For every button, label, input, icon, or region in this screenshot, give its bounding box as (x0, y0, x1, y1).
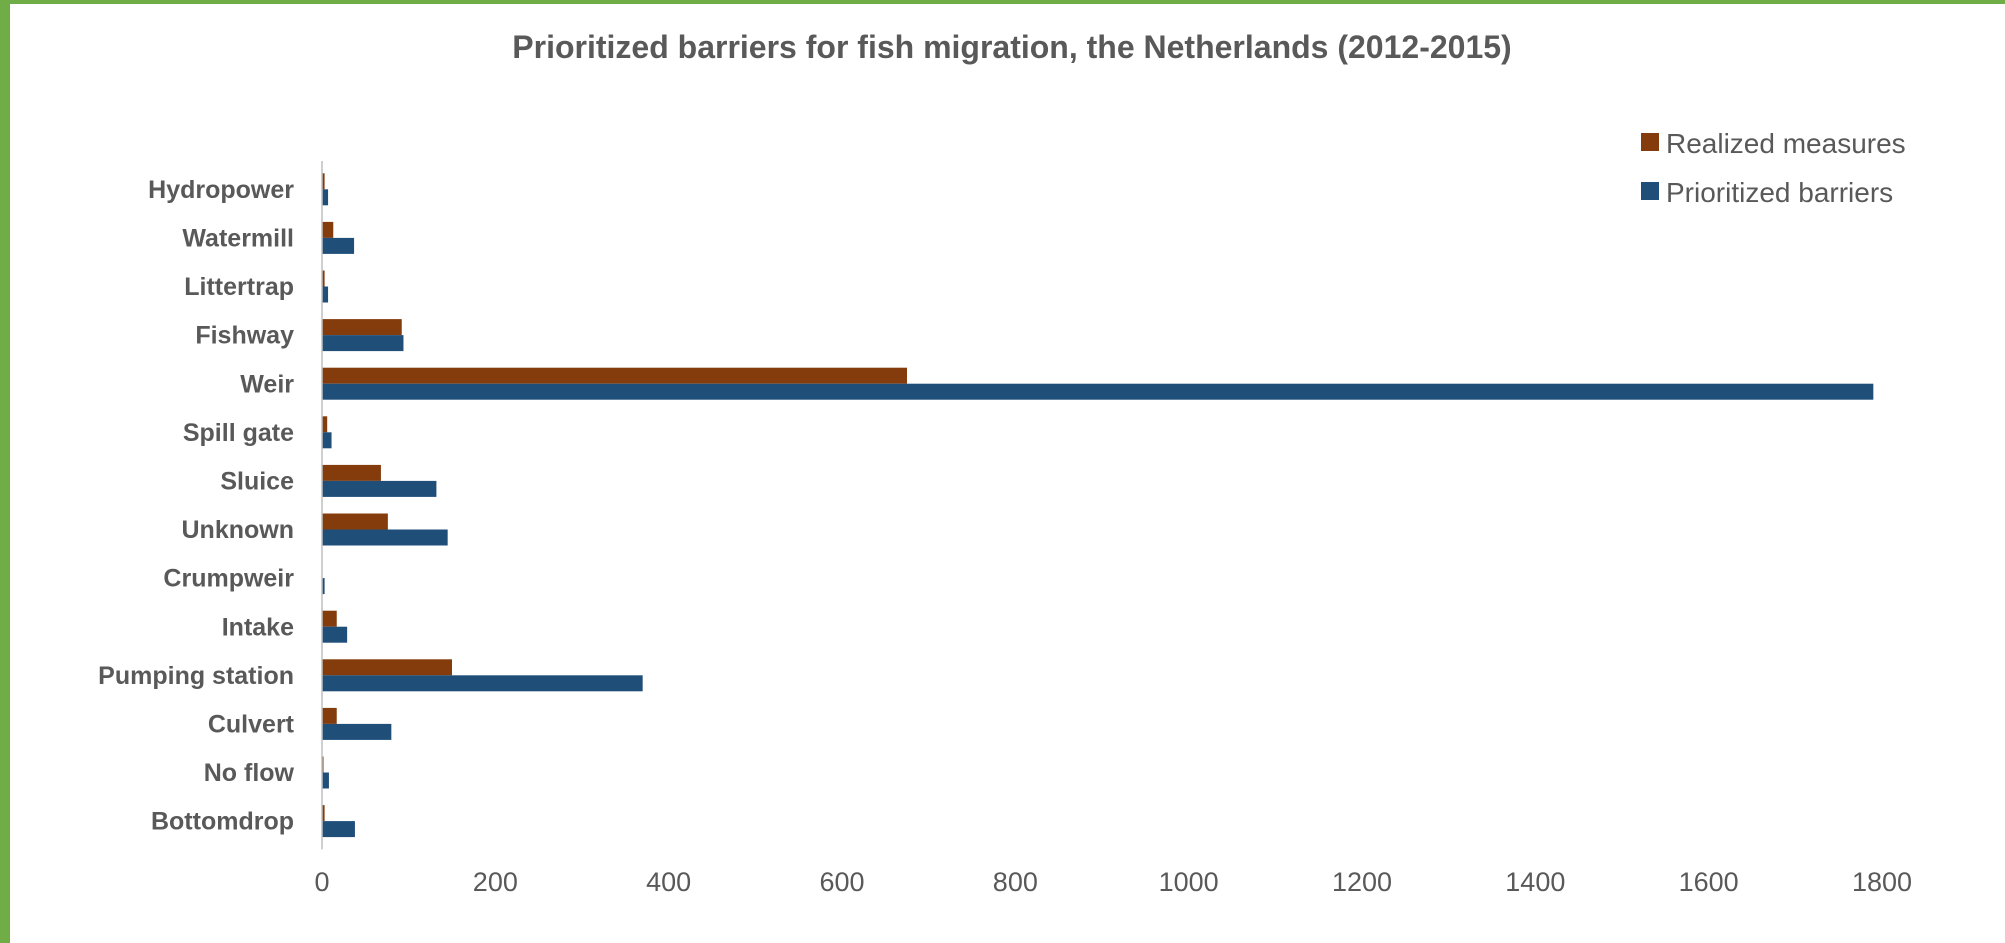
bar-prioritized-barriers-no-flow (322, 772, 329, 789)
bar-prioritized-barriers-weir (322, 383, 1874, 400)
x-tick-label-400: 400 (646, 867, 691, 897)
bar-realized-measures-sluice (322, 464, 381, 481)
bar-realized-measures-littertrap (322, 270, 325, 287)
bar-prioritized-barriers-intake (322, 626, 348, 643)
category-label-unknown: Unknown (182, 516, 295, 544)
category-label-crumpweir: Crumpweir (163, 565, 294, 593)
legend: Realized measures Prioritized barriers (1641, 128, 1906, 208)
x-tick-label-1400: 1400 (1505, 867, 1565, 897)
bar-prioritized-barriers-unknown (322, 529, 448, 546)
category-label-pumping-station: Pumping station (98, 662, 294, 690)
bar-realized-measures-hydropower (322, 173, 325, 190)
x-tick-label-1600: 1600 (1679, 867, 1739, 897)
x-tick-label-0: 0 (314, 867, 329, 897)
bar-prioritized-barriers-fishway (322, 335, 404, 352)
bar-prioritized-barriers-watermill (322, 237, 355, 254)
x-axis-ticks: 0 200 400 600 800 1000 1200 1400 1600 1800 (314, 867, 1912, 897)
frame-left-border (0, 0, 10, 943)
bar-prioritized-barriers-bottomdrop (322, 821, 355, 838)
category-label-sluice: Sluice (220, 468, 294, 496)
x-tick-label-1800: 1800 (1852, 867, 1912, 897)
bar-realized-measures-weir (322, 367, 907, 384)
bar-realized-measures-culvert (322, 707, 337, 724)
category-label-hydropower: Hydropower (148, 176, 294, 204)
bar-prioritized-barriers-crumpweir (322, 578, 325, 595)
category-label-watermill: Watermill (182, 225, 294, 253)
x-tick-label-1000: 1000 (1159, 867, 1219, 897)
bar-realized-measures-unknown (322, 513, 388, 530)
legend-swatch-realized (1641, 133, 1659, 151)
category-label-no-flow: No flow (204, 759, 295, 787)
x-tick-label-800: 800 (993, 867, 1038, 897)
x-tick-label-1200: 1200 (1332, 867, 1392, 897)
bar-prioritized-barriers-culvert (322, 723, 392, 740)
category-label-intake: Intake (222, 613, 294, 641)
legend-label-realized: Realized measures (1666, 128, 1906, 159)
bar-realized-measures-watermill (322, 221, 334, 238)
category-label-spill-gate: Spill gate (183, 419, 294, 447)
bar-prioritized-barriers-littertrap (322, 286, 329, 303)
category-label-weir: Weir (240, 370, 294, 398)
bar-realized-measures-spill-gate (322, 416, 328, 433)
legend-swatch-prioritized (1641, 182, 1659, 200)
bar-realized-measures-intake (322, 610, 337, 627)
chart-title: Prioritized barriers for fish migration,… (512, 29, 1511, 65)
x-tick-label-600: 600 (819, 867, 864, 897)
category-label-littertrap: Littertrap (184, 273, 294, 301)
bar-prioritized-barriers-pumping-station (322, 675, 643, 692)
category-label-culvert: Culvert (208, 711, 295, 739)
bars (322, 173, 1874, 838)
bar-realized-measures-bottomdrop (322, 805, 325, 822)
bar-prioritized-barriers-spill-gate (322, 432, 332, 449)
bar-prioritized-barriers-hydropower (322, 189, 329, 206)
category-label-fishway: Fishway (195, 322, 294, 350)
frame-top-border (0, 0, 2005, 4)
bar-realized-measures-fishway (322, 319, 402, 336)
category-labels: Hydropower Watermill Littertrap Fishway Weir… (98, 176, 294, 836)
x-tick-label-200: 200 (473, 867, 518, 897)
legend-label-prioritized: Prioritized barriers (1666, 177, 1893, 208)
bar-prioritized-barriers-sluice (322, 480, 437, 497)
category-label-bottomdrop: Bottomdrop (151, 808, 294, 836)
bar-realized-measures-pumping-station (322, 659, 452, 676)
